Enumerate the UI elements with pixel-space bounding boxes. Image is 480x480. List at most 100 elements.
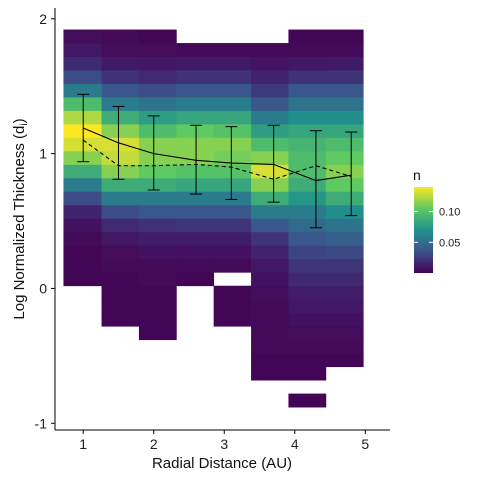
heatmap-tile <box>325 137 364 152</box>
series-lines <box>82 127 352 182</box>
y-axis-title: Log Normalized Thickness (di) <box>11 118 30 319</box>
heatmap-tile <box>101 177 140 192</box>
heatmap-tile <box>101 285 140 300</box>
heatmap-tile <box>138 191 177 206</box>
heatmap-tile <box>325 231 364 246</box>
heatmap-tile <box>213 137 252 152</box>
heatmap-tile <box>138 150 177 165</box>
heatmap-tile <box>288 366 327 381</box>
heatmap-tile <box>213 43 252 57</box>
heatmap-tile <box>101 150 140 165</box>
heatmap-tile <box>213 231 252 246</box>
heatmap-tile <box>251 353 289 368</box>
x-tick-label: 1 <box>79 436 87 452</box>
heatmap-tile <box>101 96 140 111</box>
heatmap-tile <box>101 29 140 44</box>
heatmap-tile <box>63 231 102 246</box>
x-tick-label: 3 <box>220 436 228 452</box>
heatmap-tile <box>325 258 364 273</box>
legend-colorbar <box>414 187 433 273</box>
heatmap-tile <box>251 164 289 179</box>
heatmap-tile <box>288 70 327 84</box>
heatmap-tile <box>176 177 215 192</box>
heatmap-tile <box>63 43 102 57</box>
heatmap-tile <box>213 245 252 260</box>
heatmap-tile <box>213 177 252 192</box>
heatmap-tile <box>138 164 177 179</box>
heatmap-tile <box>325 123 364 138</box>
heatmap-tile <box>251 245 289 260</box>
heatmap-tile <box>138 204 177 219</box>
heatmap-tile <box>138 231 177 246</box>
heatmap-tile <box>251 43 289 57</box>
y-axis-title-subscript: i <box>19 123 30 125</box>
heatmap-tile <box>288 83 327 98</box>
heatmap-tile <box>213 312 252 327</box>
x-tick-label: 2 <box>150 436 158 452</box>
heatmap-tile <box>251 70 289 84</box>
heatmap-tile <box>325 164 364 179</box>
y-tick-label: -1 <box>35 415 48 431</box>
heatmap-tile <box>251 177 289 192</box>
heatmap-tile <box>63 29 102 44</box>
heatmap-tile <box>325 96 364 111</box>
heatmap-tile <box>176 245 215 260</box>
legend-label: 0.05 <box>439 237 460 249</box>
heatmap-tile <box>288 110 327 125</box>
x-ticks: 1 2 3 4 5 <box>79 430 369 452</box>
heatmap-tile <box>288 204 327 219</box>
heatmap-tile <box>213 83 252 98</box>
heatmap-tile <box>325 191 364 206</box>
x-tick-label: 5 <box>361 436 369 452</box>
heatmap-tile <box>138 312 177 327</box>
heatmap-tile <box>63 56 102 71</box>
legend-title: n <box>413 167 421 183</box>
heatmap-tile <box>213 56 252 71</box>
heatmap-tile <box>325 312 364 327</box>
heatmap-tile <box>176 110 215 125</box>
heatmap-tile <box>325 353 364 368</box>
heatmap-tile <box>325 326 364 341</box>
x-axis-title: Radial Distance (AU) <box>152 455 292 472</box>
heatmap-tile <box>288 285 327 300</box>
y-axis-title-main: Log Normalized Thickness (d <box>11 126 28 320</box>
heatmap-tile <box>138 96 177 111</box>
heatmap-tile <box>63 70 102 84</box>
heatmap-tile <box>138 285 177 300</box>
heatmap-tile <box>176 83 215 98</box>
heatmap-tile <box>213 123 252 138</box>
y-ticks: -1 0 1 2 <box>35 11 55 431</box>
heatmap-tile <box>288 218 327 233</box>
heatmap-tile <box>288 164 327 179</box>
heatmap-tile <box>251 312 289 327</box>
legend-label: 0.10 <box>439 207 460 219</box>
heatmap-tile <box>138 272 177 287</box>
heatmap-tile <box>176 164 215 179</box>
legend-ticks: 0.10 0.05 <box>414 207 460 249</box>
heatmap-tile <box>251 218 289 233</box>
heatmap-tile <box>176 258 215 273</box>
heatmap-tile <box>101 164 140 179</box>
heatmap-tile <box>138 43 177 57</box>
heatmap-tile <box>101 272 140 287</box>
heatmap-tile <box>288 231 327 246</box>
heatmap-tile <box>288 56 327 71</box>
heatmap-tile <box>63 272 102 287</box>
heatmap-tile <box>101 83 140 98</box>
heatmap-tile <box>251 56 289 71</box>
heatmap-tile <box>251 123 289 138</box>
heatmap-tile <box>288 29 327 44</box>
heatmap-tile <box>325 83 364 98</box>
y-tick-label: 1 <box>39 146 47 162</box>
heatmap-tile <box>63 245 102 260</box>
heatmap-tile <box>138 70 177 84</box>
heatmap-tile <box>325 272 364 287</box>
heatmap-tile <box>251 110 289 125</box>
heatmap-tile <box>101 56 140 71</box>
heatmap-tile <box>251 150 289 165</box>
heatmap-tile <box>176 96 215 111</box>
y-axis-title-suffix: ) <box>11 118 28 123</box>
heatmap-tile <box>213 258 252 273</box>
heatmap-tile <box>213 70 252 84</box>
heatmap-tile <box>101 137 140 152</box>
